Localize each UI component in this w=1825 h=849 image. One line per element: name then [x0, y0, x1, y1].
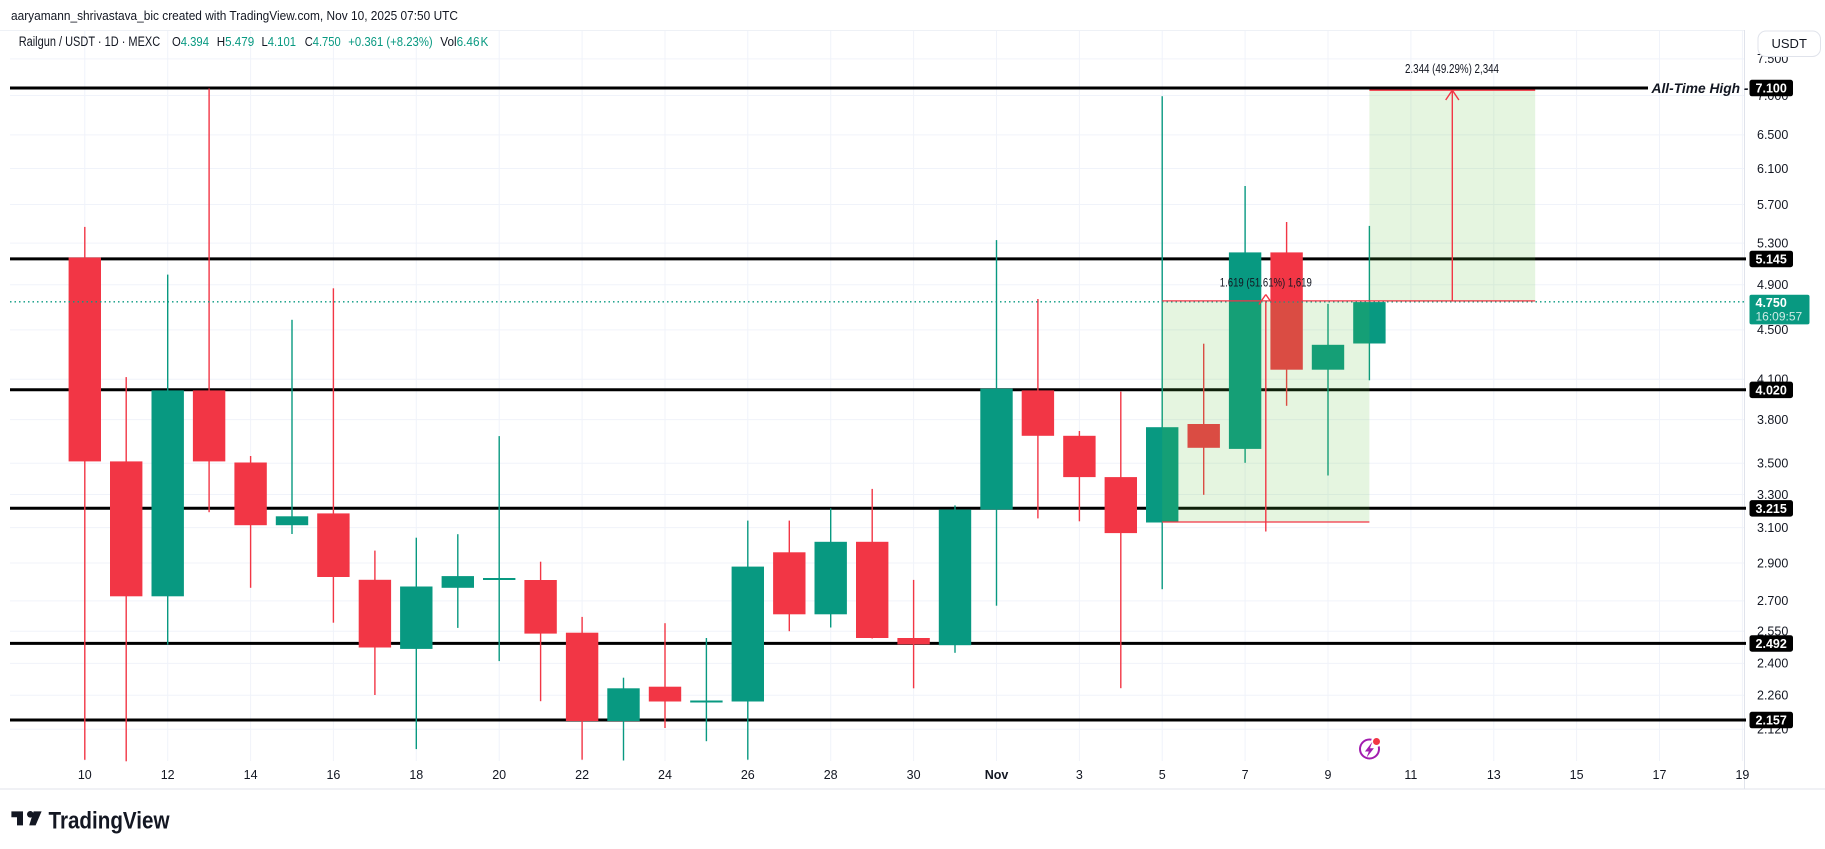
svg-text:Nov: Nov [985, 768, 1009, 782]
svg-text:2.400: 2.400 [1757, 657, 1788, 671]
svg-text:USDT: USDT [1772, 36, 1807, 51]
svg-text:L4.101: L4.101 [262, 34, 297, 49]
svg-text:13: 13 [1487, 768, 1501, 782]
svg-text:30: 30 [907, 768, 921, 782]
svg-text:12: 12 [161, 768, 175, 782]
svg-text:15: 15 [1570, 768, 1584, 782]
svg-text:2.344 (49.29%) 2,344: 2.344 (49.29%) 2,344 [1405, 62, 1499, 76]
svg-text:Vol6.46 K: Vol6.46 K [440, 34, 488, 49]
svg-text:3: 3 [1076, 768, 1083, 782]
svg-text:7.100: 7.100 [1756, 82, 1787, 96]
svg-text:Railgun / USDT · 1D · MEXC: Railgun / USDT · 1D · MEXC [19, 34, 161, 49]
svg-text:7: 7 [1242, 768, 1249, 782]
svg-text:O4.394: O4.394 [172, 34, 209, 49]
svg-text:16:09:57: 16:09:57 [1756, 310, 1803, 324]
svg-text:3.215: 3.215 [1756, 502, 1787, 516]
svg-text:2.157: 2.157 [1756, 714, 1787, 728]
svg-text:20: 20 [492, 768, 506, 782]
svg-text:18: 18 [409, 768, 423, 782]
svg-text:4.500: 4.500 [1757, 323, 1788, 337]
svg-text:28: 28 [824, 768, 838, 782]
svg-text:9: 9 [1325, 768, 1332, 782]
svg-text:4.750: 4.750 [1756, 296, 1787, 310]
svg-text:17: 17 [1653, 768, 1667, 782]
svg-text:22: 22 [575, 768, 589, 782]
svg-text:26: 26 [741, 768, 755, 782]
svg-text:19: 19 [1735, 768, 1749, 782]
svg-text:2.260: 2.260 [1757, 689, 1788, 703]
svg-text:3.300: 3.300 [1757, 488, 1788, 502]
svg-text:5.300: 5.300 [1757, 236, 1788, 250]
svg-text:3.500: 3.500 [1757, 457, 1788, 471]
svg-text:3.100: 3.100 [1757, 521, 1788, 535]
svg-text:4.020: 4.020 [1756, 383, 1787, 397]
svg-text:5.700: 5.700 [1757, 198, 1788, 212]
svg-text:H5.479: H5.479 [217, 34, 255, 49]
svg-text:All-Time High -: All-Time High - [1650, 81, 1749, 96]
svg-text:11: 11 [1404, 768, 1417, 782]
svg-text:5: 5 [1159, 768, 1166, 782]
svg-text:C4.750: C4.750 [305, 34, 341, 49]
svg-text:3.800: 3.800 [1757, 413, 1788, 427]
svg-text:5.145: 5.145 [1756, 252, 1787, 266]
svg-text:2.550: 2.550 [1757, 625, 1788, 639]
svg-text:10: 10 [78, 768, 92, 782]
svg-text:6.100: 6.100 [1757, 162, 1788, 176]
svg-text:4.900: 4.900 [1757, 278, 1788, 292]
svg-text:1.619 (51.61%) 1,619: 1.619 (51.61%) 1,619 [1220, 276, 1312, 290]
svg-text:14: 14 [244, 768, 258, 782]
svg-text:aaryamann_shrivastava_bic crea: aaryamann_shrivastava_bic created with T… [11, 8, 458, 23]
svg-text:2.900: 2.900 [1757, 556, 1788, 570]
svg-text:TradingView: TradingView [49, 808, 170, 835]
svg-text:2.700: 2.700 [1757, 594, 1788, 608]
svg-text:16: 16 [326, 768, 340, 782]
svg-text:24: 24 [658, 768, 672, 782]
svg-text:6.500: 6.500 [1757, 128, 1788, 142]
svg-text:+0.361 (+8.23%): +0.361 (+8.23%) [348, 34, 432, 49]
svg-text:2.492: 2.492 [1756, 637, 1787, 651]
